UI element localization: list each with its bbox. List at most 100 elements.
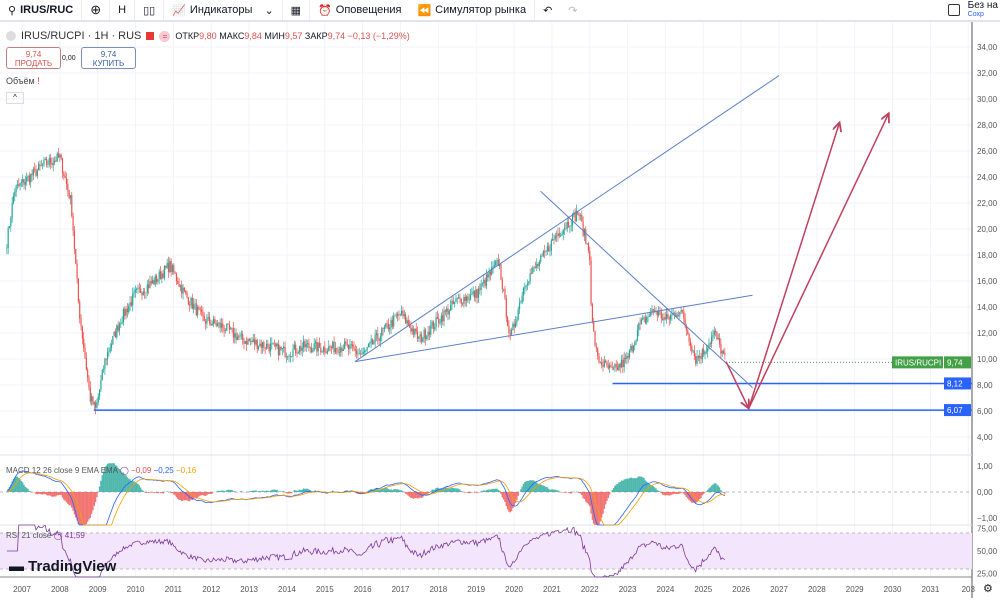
candle-body	[307, 343, 308, 344]
macd-tick: 1,00	[977, 462, 993, 471]
candle-body	[76, 263, 77, 278]
redo-button[interactable]: ↷	[560, 0, 585, 20]
macd-bar	[604, 492, 605, 509]
candle-body	[421, 334, 422, 342]
macd-bar	[637, 477, 638, 492]
candle-body	[410, 327, 411, 331]
time-tick: 2024	[657, 585, 675, 594]
collapse-button[interactable]: ^	[6, 92, 24, 104]
templates-button[interactable]: ▦	[283, 0, 310, 20]
candle-body	[53, 163, 54, 165]
macd-bar	[394, 489, 395, 492]
candle-body	[308, 343, 309, 348]
settings-icon[interactable]: ◯	[120, 466, 129, 475]
macd-bar	[553, 490, 554, 492]
candle-body	[400, 314, 401, 315]
tradingview-logo[interactable]: ▬ TradingView	[9, 558, 116, 575]
interval-button[interactable]: H	[110, 0, 135, 20]
macd-bar	[17, 477, 18, 492]
candle-body	[270, 344, 271, 352]
macd-bar	[161, 492, 162, 493]
candle-body	[331, 347, 332, 348]
macd-bar	[287, 492, 288, 494]
macd-bar	[157, 492, 158, 493]
candle-body	[646, 317, 647, 323]
candle-body	[404, 314, 405, 316]
time-tick: 2017	[392, 585, 410, 594]
chart-svg[interactable]: 34,0032,0030,0028,0026,0024,0022,0020,00…	[0, 22, 1000, 598]
candle-body	[470, 295, 471, 300]
chevron-down-icon[interactable]: ⌄	[264, 4, 273, 17]
candle-body	[258, 346, 259, 349]
undo-button[interactable]: ↶	[535, 0, 560, 20]
candle-body	[200, 309, 201, 310]
macd-bar	[233, 491, 234, 492]
macd-bar	[494, 489, 495, 492]
price-tick: 20,00	[977, 225, 998, 234]
candle-body	[630, 346, 631, 350]
candle-body	[496, 260, 497, 261]
symbol-search[interactable]: ⚲IRUS/RUC	[0, 0, 82, 20]
settings-gear-icon[interactable]: ⚙	[983, 582, 993, 595]
candle-body	[208, 317, 209, 318]
candle-body	[151, 281, 152, 283]
fullscreen-button[interactable]	[940, 0, 968, 20]
chart-type-button[interactable]: ▯▯	[135, 0, 164, 20]
candle-body	[47, 165, 48, 166]
macd-bar	[704, 492, 705, 493]
candle-body	[430, 326, 431, 335]
candle-body	[510, 333, 511, 334]
candle-body	[25, 182, 26, 185]
macd-bar	[703, 492, 704, 494]
candle-body	[719, 338, 720, 344]
macd-bar	[38, 492, 39, 494]
macd-bar	[585, 492, 586, 502]
macd-bar	[303, 488, 304, 492]
candle-body	[437, 317, 438, 319]
candle-body	[556, 236, 557, 237]
candle-body	[259, 344, 260, 347]
macd-bar	[88, 492, 89, 520]
candle-body	[388, 324, 389, 329]
macd-bar	[168, 492, 169, 493]
macd-tick: 0,00	[977, 488, 993, 497]
compare-button[interactable]: ⊕	[82, 0, 110, 20]
candle-body	[30, 174, 31, 183]
time-tick: 2013	[240, 585, 258, 594]
candle-body	[78, 279, 79, 302]
macd-bar	[202, 492, 203, 495]
candle-body	[222, 323, 223, 327]
indicators-button[interactable]: 📈Индикаторы⌄	[164, 0, 282, 20]
macd-bar	[606, 492, 607, 501]
candle-body	[62, 158, 63, 173]
warning-icon[interactable]: !	[37, 76, 40, 86]
macd-bar	[63, 492, 64, 500]
flag-icon[interactable]	[146, 32, 154, 40]
macd-bar	[295, 490, 296, 492]
candle-body	[156, 276, 157, 282]
candle-body	[231, 328, 232, 329]
candle-body	[273, 343, 274, 344]
macd-bar	[568, 492, 569, 493]
alerts-button[interactable]: ⏰Оповещения	[310, 0, 409, 20]
settings-icon[interactable]: ◯	[54, 531, 63, 540]
macd-bar	[389, 490, 390, 492]
candle-body	[37, 170, 38, 176]
candle-body	[703, 349, 704, 354]
menu-icon[interactable]: =	[159, 31, 170, 42]
candle-body	[70, 195, 71, 198]
candle-body	[424, 330, 425, 339]
candle-body	[545, 251, 546, 252]
candle-body	[679, 312, 680, 315]
candle-body	[532, 268, 533, 274]
candle-body	[192, 298, 193, 309]
candle-body	[544, 251, 545, 252]
candle-body	[262, 342, 263, 348]
replay-button[interactable]: ⏪Симулятор рынка	[409, 0, 535, 20]
candle-body	[280, 347, 281, 349]
candle-body	[681, 310, 682, 312]
